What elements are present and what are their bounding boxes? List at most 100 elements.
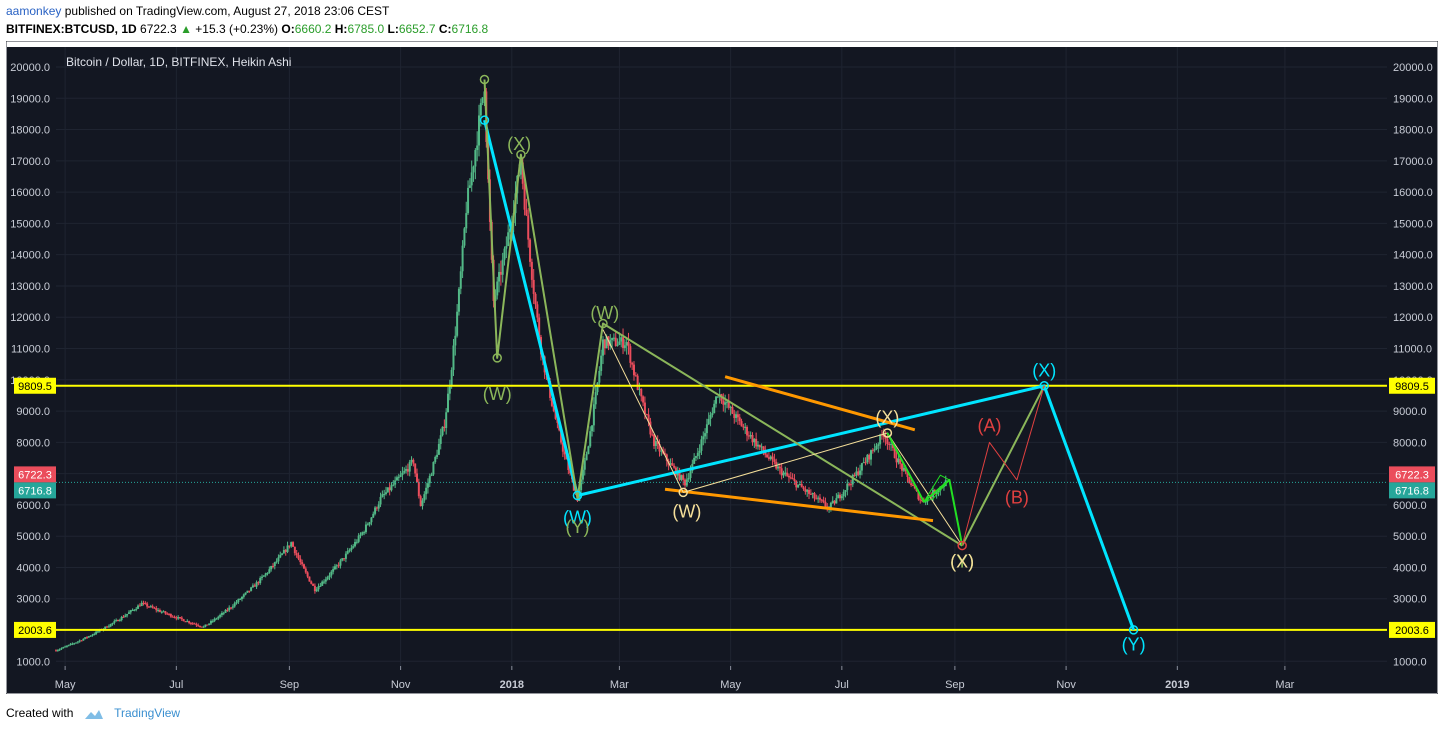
candle-body	[348, 550, 351, 552]
candle-body	[820, 499, 823, 501]
candle-body	[780, 468, 783, 476]
close-value: 6716.8	[451, 22, 489, 36]
candle-body	[609, 340, 612, 346]
candle-body	[693, 457, 696, 464]
candle-body	[312, 583, 315, 586]
candle-body	[271, 565, 274, 567]
candle-body	[299, 558, 302, 563]
candle-body	[189, 622, 192, 624]
candle-body	[707, 418, 710, 425]
candle-body	[177, 617, 180, 619]
candle-body	[649, 421, 652, 435]
candle-body	[705, 424, 708, 434]
y-tick-label-right: 12000.0	[1393, 312, 1433, 324]
candle-body	[439, 435, 442, 444]
candle-body	[786, 472, 789, 476]
candle-body	[457, 288, 460, 312]
candle-body	[818, 497, 821, 500]
candle-body	[321, 581, 324, 586]
candle-body	[95, 631, 98, 634]
candle-body	[798, 483, 801, 485]
candle-body	[629, 346, 632, 363]
y-tick-label-left: 14000.0	[10, 250, 50, 262]
candle-body	[727, 401, 730, 408]
candle-body	[758, 444, 761, 448]
candle-body	[560, 430, 563, 443]
candle-body	[240, 596, 243, 599]
candle-body	[78, 640, 81, 642]
candle-body	[386, 487, 389, 493]
wave-path-green-small	[886, 432, 964, 546]
candle-body	[725, 401, 728, 403]
candle-body	[390, 485, 393, 491]
candle-body	[250, 587, 253, 591]
author-link[interactable]: aamonkey	[6, 4, 62, 18]
candle-body	[507, 232, 510, 247]
wave-label: (Y)	[565, 517, 589, 537]
candle-body	[784, 472, 787, 474]
candle-body	[344, 553, 347, 559]
candle-body	[266, 572, 269, 574]
wave-node	[516, 149, 526, 160]
candle-body	[813, 493, 816, 499]
y-tick-label-right: 1000.0	[1393, 656, 1427, 668]
candle-body	[71, 643, 74, 645]
candle-body	[313, 585, 316, 592]
candle-body	[902, 467, 905, 471]
y-tick-label-left: 9000.0	[16, 406, 50, 418]
right-axis-area	[1387, 47, 1437, 666]
candle-body	[860, 463, 863, 471]
candle-body	[694, 456, 697, 458]
wave-path-orange-upper	[724, 375, 916, 432]
candle-body	[532, 279, 535, 294]
candle-body	[82, 638, 85, 641]
candle-body	[581, 469, 584, 480]
candle-body	[89, 635, 92, 637]
candle-body	[406, 469, 409, 472]
candle-body	[259, 577, 262, 584]
candle-body	[408, 461, 411, 472]
candle-body	[173, 616, 176, 618]
candle-body	[888, 443, 891, 445]
candle-body	[248, 590, 251, 592]
candle-body	[800, 483, 803, 488]
candle-body	[777, 466, 780, 469]
candle-body	[80, 640, 83, 642]
candle-body	[787, 475, 790, 478]
candle-body	[809, 493, 812, 495]
candle-body	[456, 311, 459, 336]
candle-body	[109, 623, 112, 627]
candle-body	[598, 370, 601, 383]
wave-node	[479, 115, 490, 125]
x-tick-label: Mar	[610, 679, 629, 691]
candle-body	[937, 490, 940, 493]
candle-body	[332, 569, 335, 572]
close-label: C:	[438, 22, 452, 36]
candle-body	[253, 585, 256, 587]
wave-label: (X)	[875, 408, 899, 428]
candle-body	[339, 560, 342, 566]
x-tick-label: 2019	[1165, 679, 1189, 691]
tradingview-link[interactable]: TradingView	[114, 706, 181, 720]
candle-body	[277, 557, 280, 562]
candle-body	[131, 609, 134, 611]
candle-body	[233, 603, 236, 607]
candle-body	[436, 454, 439, 458]
y-tick-label-left: 19000.0	[10, 93, 50, 105]
level-tag-left-text: 9809.5	[18, 381, 52, 393]
candle-body	[126, 613, 129, 616]
level-tag-right	[1389, 621, 1435, 638]
level-tag-left	[14, 377, 56, 394]
candle-body	[503, 248, 506, 260]
candle-body	[521, 162, 524, 184]
candle-body	[527, 215, 530, 240]
candle-body	[479, 103, 482, 116]
candle-body	[817, 497, 820, 499]
price-chart[interactable]: 1000.01000.02000.02000.03000.03000.04000…	[6, 41, 1438, 694]
candle-body	[268, 569, 271, 573]
candle-body	[421, 500, 424, 507]
candle-body	[875, 445, 878, 450]
candle-body	[87, 636, 90, 638]
candle-body	[122, 616, 125, 618]
candle-body	[217, 616, 220, 619]
